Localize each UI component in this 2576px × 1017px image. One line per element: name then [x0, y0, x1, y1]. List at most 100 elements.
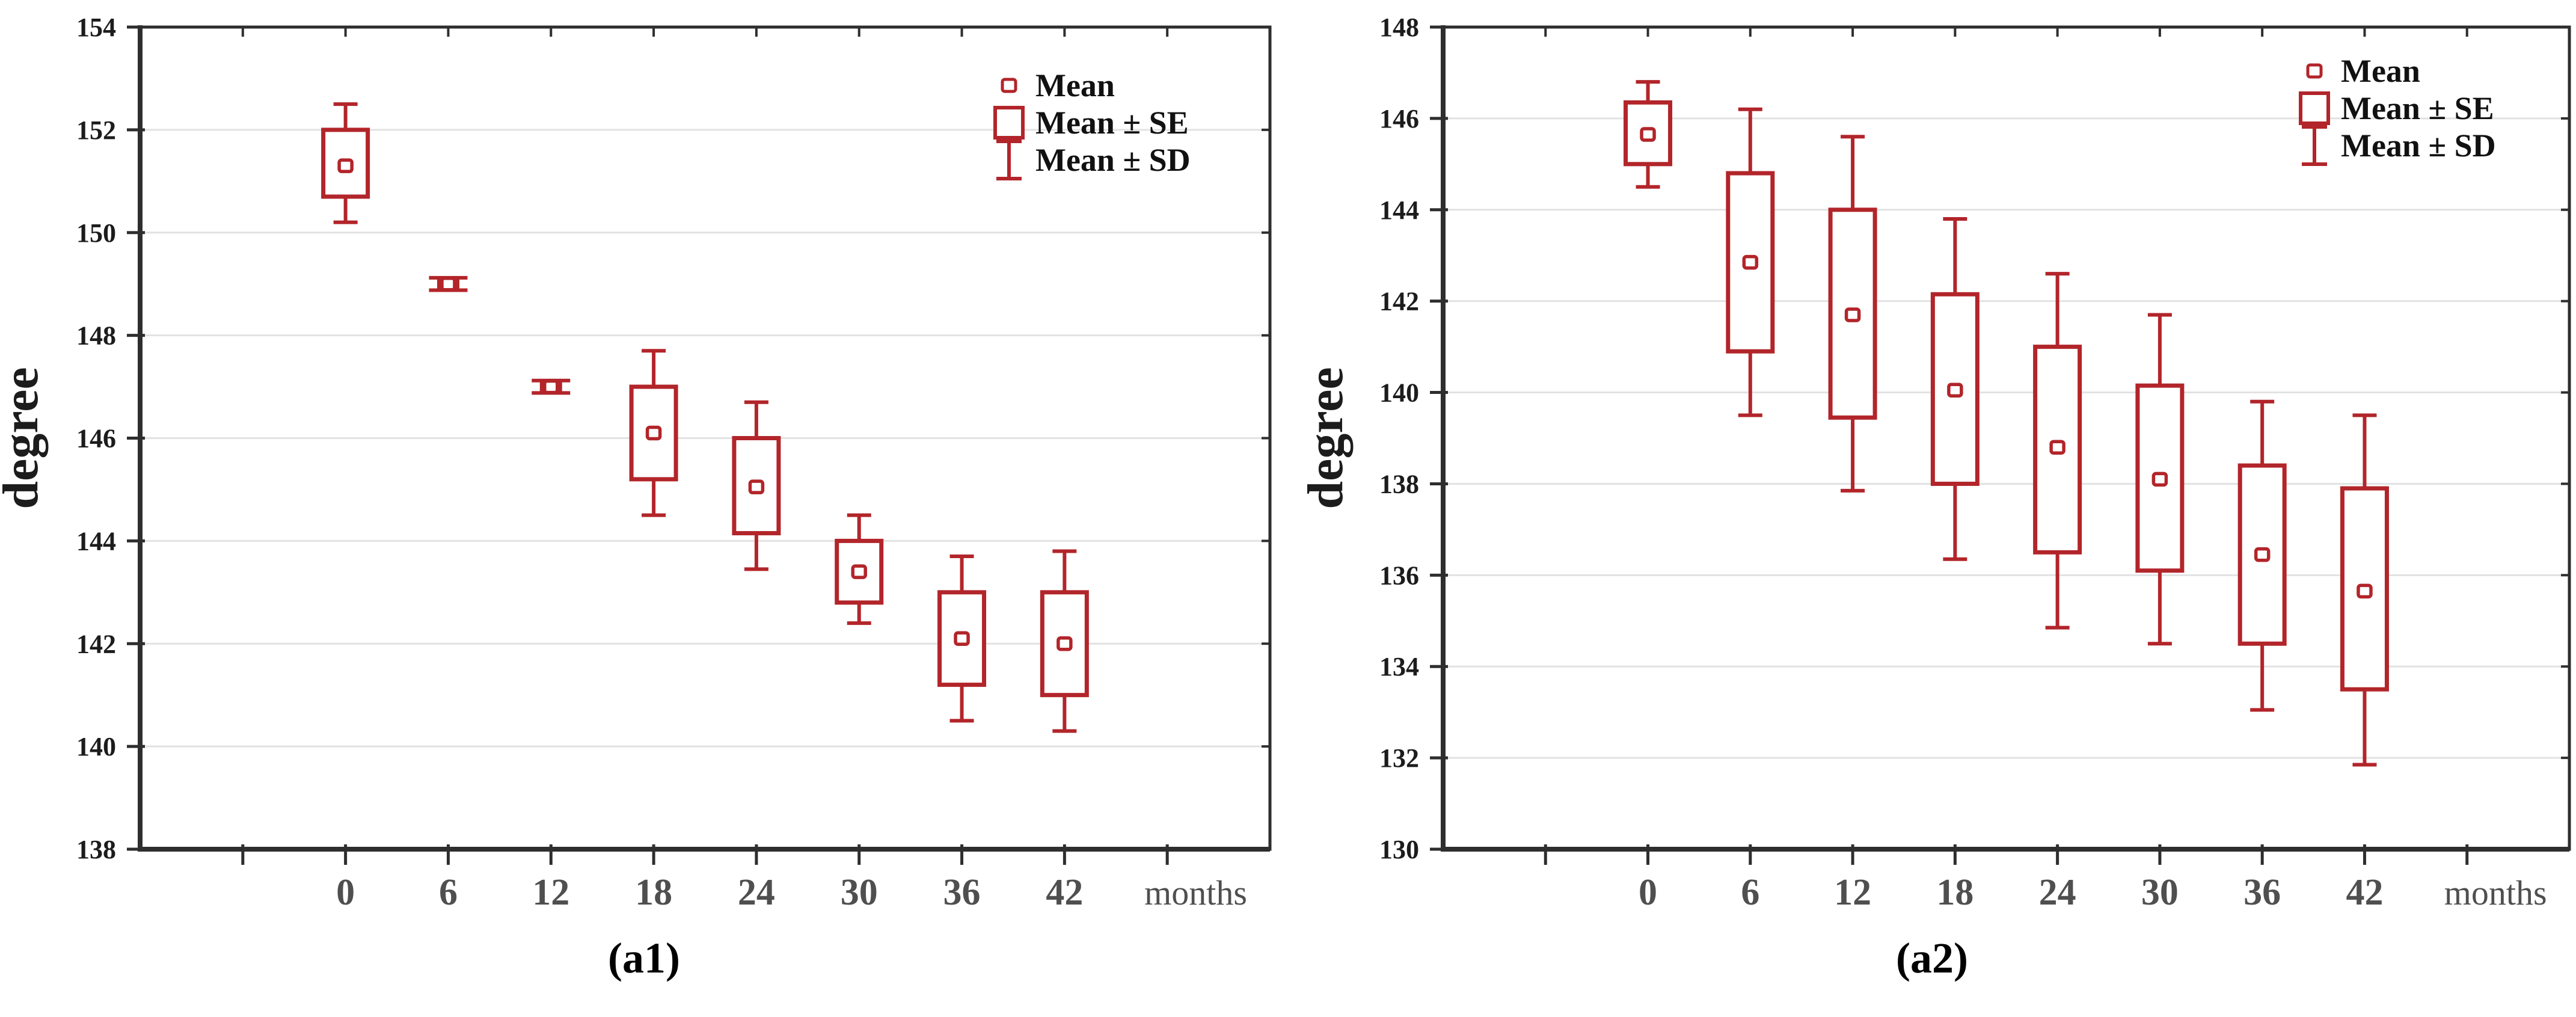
mean-marker: [440, 276, 456, 292]
y-tick-label: 140: [76, 732, 116, 761]
box-group-month-36: [2237, 399, 2287, 712]
x-tick-label: 18: [635, 872, 672, 913]
box-group-month-6: [429, 275, 468, 292]
y-axis: 148 146 144 142 140 138 136 134 132 130: [1379, 13, 2569, 864]
sd-whisker-icon: [996, 140, 1022, 180]
y-tick-label: 144: [1379, 195, 1419, 225]
caption-a2: (a2): [1896, 934, 1968, 982]
box-group-month-0: [321, 102, 370, 224]
mean-marker: [1844, 307, 1861, 322]
mean-marker: [1056, 636, 1073, 651]
mean-marker: [1742, 254, 1759, 270]
x-axis-title: months: [1144, 873, 1247, 912]
box-group-month-36: [937, 555, 987, 723]
y-axis: 154 152 150 148 146 144 142 140 138: [76, 13, 1270, 864]
x-tick-label: 30: [841, 872, 878, 913]
mean-marker: [2151, 472, 2168, 487]
mean-marker: [2049, 440, 2065, 455]
x-tick-label: 42: [2346, 872, 2383, 913]
box-group-month-12: [1828, 135, 1877, 493]
box-group-month-42: [1040, 549, 1089, 733]
legend-label: Mean: [1035, 67, 1115, 103]
box-group-month-30: [2135, 313, 2185, 646]
x-axis-title: months: [2444, 873, 2547, 912]
y-tick-label: 136: [1379, 561, 1419, 590]
y-tick-label: 144: [76, 526, 116, 556]
x-tick-label: 24: [2039, 872, 2076, 913]
y-axis-title: degree: [1298, 367, 1354, 509]
y-tick-label: 148: [1379, 13, 1419, 42]
x-tick-label: 42: [1046, 872, 1083, 913]
y-tick-label: 130: [1379, 835, 1419, 864]
y-tick-label: 138: [76, 835, 116, 864]
x-tick-label: 12: [1834, 872, 1871, 913]
x-tick-label: 0: [336, 872, 355, 913]
mean-marker: [954, 631, 970, 646]
mean-marker: [851, 564, 867, 579]
gridlines: [140, 129, 1270, 748]
panel-a1: 154 152 150 148 146 144 142 140 138 0 6 12 18 24 30 36 4…: [0, 13, 1272, 913]
mean-marker: [337, 158, 354, 173]
mean-square-icon: [1001, 78, 1017, 93]
mean-marker: [645, 425, 662, 441]
x-tick-label: 36: [2243, 872, 2281, 913]
caption-a1: (a1): [608, 934, 680, 982]
y-axis-title: degree: [0, 367, 49, 509]
x-tick-label: 30: [2141, 872, 2179, 913]
box-group-month-0: [1624, 80, 1673, 189]
mean-marker: [2254, 547, 2271, 562]
mean-marker: [543, 379, 559, 395]
box-group-month-24: [732, 400, 781, 571]
legend-label: Mean ± SE: [2341, 90, 2494, 126]
y-tick-label: 154: [76, 13, 116, 42]
y-tick-label: 146: [76, 424, 116, 453]
se-box: [1828, 207, 1877, 420]
legend-label: Mean ± SE: [1035, 105, 1189, 141]
x-axis: 0 6 12 18 24 30 36 42 months: [241, 27, 1247, 913]
legend-label: Mean ± SD: [2341, 128, 2496, 164]
mean-marker: [748, 479, 765, 494]
legend-label: Mean: [2341, 53, 2420, 89]
y-tick-label: 138: [1379, 469, 1419, 499]
y-tick-label: 152: [76, 115, 116, 145]
mean-marker: [1947, 383, 1963, 398]
x-axis: 0 6 12 18 24 30 36 42 months: [1544, 27, 2547, 913]
box-group-month-42: [2340, 413, 2389, 767]
se-box-icon: [2299, 91, 2330, 125]
x-tick-label: 6: [439, 872, 458, 913]
se-box-icon: [993, 106, 1025, 140]
gridlines: [1443, 117, 2569, 759]
se-box: [321, 128, 370, 199]
se-box: [2340, 486, 2389, 692]
series: [321, 102, 1089, 733]
y-tick-label: 132: [1379, 743, 1419, 773]
mean-marker: [1640, 127, 1656, 142]
mean-square-icon: [2306, 63, 2323, 79]
y-tick-label: 150: [76, 218, 116, 248]
mean-marker: [2357, 583, 2373, 599]
legend-label: Mean ± SD: [1035, 142, 1191, 178]
sd-whisker-icon: [2302, 125, 2327, 166]
se-box: [1930, 292, 1980, 486]
y-tick-label: 142: [76, 629, 116, 659]
y-tick-label: 148: [76, 321, 116, 351]
x-tick-label: 36: [943, 872, 981, 913]
box-group-month-12: [532, 378, 571, 395]
panel-a2: 148 146 144 142 140 138 136 134 132 130 0 6 12 18 24 30…: [1298, 13, 2571, 913]
x-tick-label: 12: [532, 872, 569, 913]
box-group-month-6: [1726, 107, 1775, 417]
y-tick-label: 142: [1379, 287, 1419, 316]
x-tick-label: 0: [1639, 872, 1657, 913]
box-group-month-24: [2033, 272, 2082, 630]
y-tick-label: 140: [1379, 378, 1419, 408]
x-tick-label: 18: [1936, 872, 1973, 913]
y-tick-label: 146: [1379, 104, 1419, 134]
x-tick-label: 24: [738, 872, 775, 913]
y-tick-label: 134: [1379, 652, 1419, 681]
box-group-month-30: [835, 513, 884, 625]
box-group-month-18: [629, 349, 678, 517]
